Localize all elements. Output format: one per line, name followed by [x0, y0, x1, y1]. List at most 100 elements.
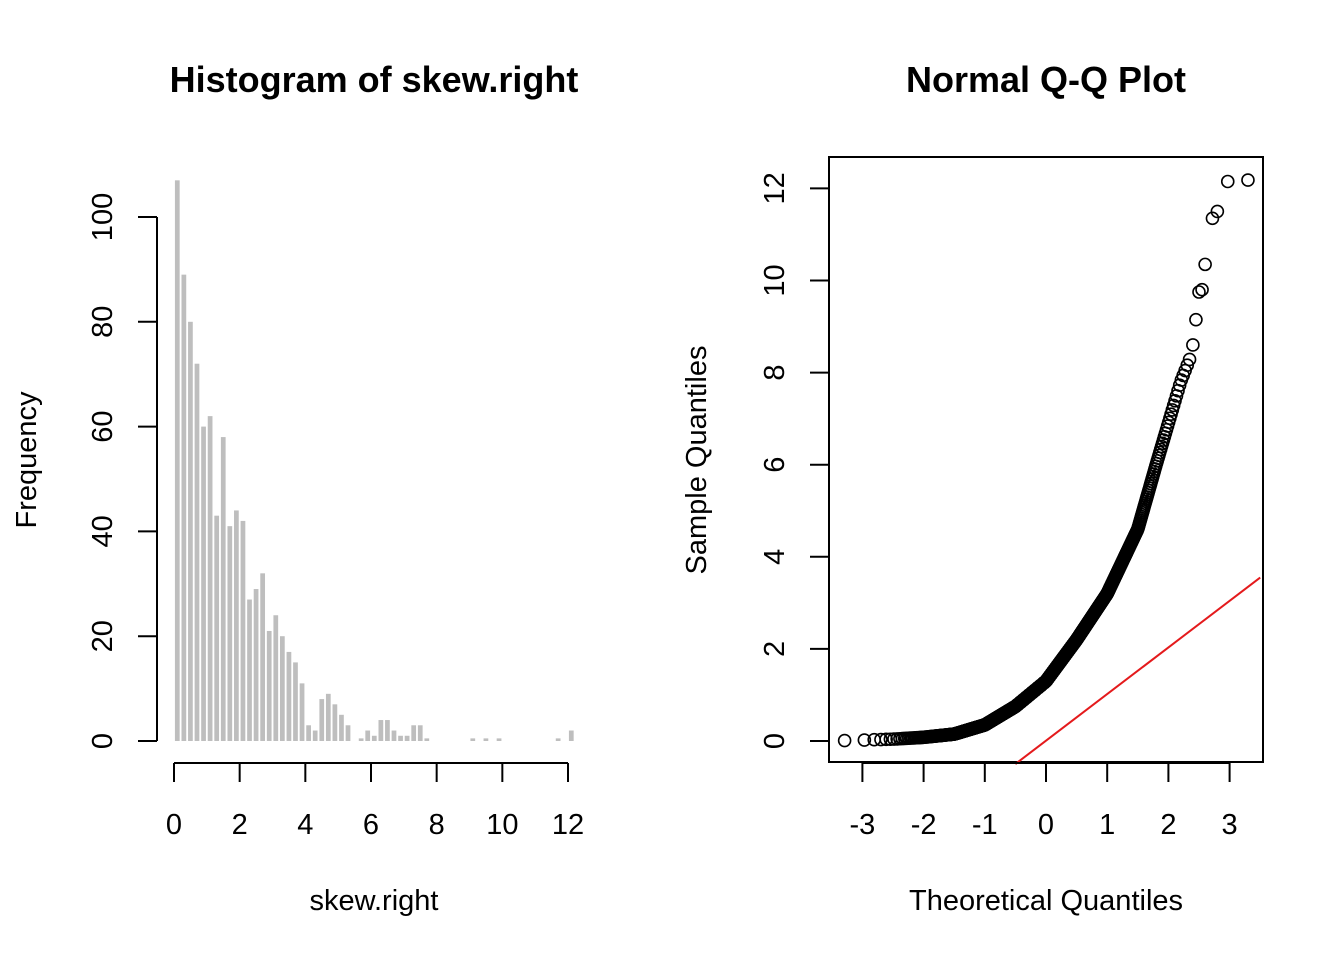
histogram-y-tick-label: 60: [87, 410, 119, 442]
qq-x-tick-label: -2: [911, 809, 937, 841]
histogram-y-tick-label: 0: [87, 733, 119, 749]
histogram-x-tick-label: 10: [486, 809, 518, 841]
qq-point: [1186, 338, 1200, 352]
qq-reference-line: [1014, 576, 1261, 765]
histogram-bar: [194, 363, 200, 741]
histogram-bar: [470, 738, 476, 741]
histogram-bar: [220, 437, 226, 741]
qq-x-tick-label: 0: [1038, 809, 1054, 841]
qq-point: [857, 733, 872, 747]
qq-point: [1182, 352, 1197, 367]
histogram-y-tick-label: 100: [87, 193, 119, 241]
histogram-bar: [483, 738, 489, 741]
histogram-bar: [286, 651, 292, 741]
histogram-x-tick-label: 6: [363, 809, 379, 841]
histogram-bar: [339, 714, 344, 741]
histogram-panel: Histogram of skew.right 0 2 4 6 8 10 12 0 20 40 6…: [11, 59, 584, 917]
histogram-bar: [260, 573, 266, 741]
histogram-bar: [365, 730, 371, 741]
qq-point: [879, 732, 893, 747]
qq-point: [1198, 257, 1212, 272]
histogram-bar: [398, 735, 403, 741]
qq-y-tick-label: 8: [759, 365, 791, 381]
histogram-title: Histogram of skew.right: [170, 59, 579, 100]
qq-point: [1180, 358, 1195, 373]
qq-point: [1210, 204, 1225, 219]
histogram-bar: [496, 738, 502, 741]
histogram-x-label: skew.right: [310, 885, 439, 917]
histogram-bar: [253, 589, 259, 741]
qq-x-label: Theoretical Quantiles: [909, 885, 1183, 917]
histogram-bar: [279, 636, 285, 741]
histogram-bar: [273, 615, 279, 741]
qq-y-tick-label: 4: [759, 549, 791, 565]
qq-y-axis: 0 2 4 6 8 10 12: [759, 172, 830, 749]
histogram-bar: [266, 630, 272, 741]
histogram-y-label: Frequency: [11, 391, 43, 529]
qq-point: [1195, 282, 1209, 297]
histogram-x-tick-label: 0: [166, 809, 182, 841]
qq-x-axis: -3 -2 -1 0 1 2 3: [850, 762, 1238, 841]
histogram-bar: [240, 520, 246, 741]
histogram-bar: [424, 738, 430, 741]
qq-y-tick-label: 0: [759, 733, 791, 749]
histogram-bar: [391, 730, 397, 741]
histogram-bar: [299, 683, 305, 741]
histogram-bar: [345, 725, 351, 741]
histogram-bar: [385, 720, 390, 741]
histogram-bar: [174, 180, 180, 741]
histogram-bar: [234, 510, 239, 741]
histogram-bar: [227, 526, 233, 741]
histogram-bar: [207, 416, 213, 741]
qq-point: [837, 733, 852, 748]
histogram-y-tick-label: 20: [87, 620, 119, 652]
histogram-bar: [411, 725, 417, 741]
qq-x-tick-label: -3: [850, 809, 876, 841]
qq-plot-title: Normal Q-Q Plot: [906, 59, 1186, 100]
histogram-y-tick-label: 80: [87, 306, 119, 338]
qq-point: [1205, 211, 1220, 226]
histogram-bars: [174, 180, 574, 741]
qq-point: [874, 732, 888, 747]
qq-x-tick-label: 3: [1222, 809, 1238, 841]
histogram-bar: [358, 738, 364, 741]
qq-y-tick-label: 12: [759, 172, 791, 204]
histogram-x-tick-label: 4: [297, 809, 313, 841]
qq-point: [1189, 312, 1203, 327]
qq-x-tick-label: 1: [1099, 809, 1115, 841]
qq-y-tick-label: 10: [759, 264, 791, 296]
histogram-bar: [332, 704, 338, 741]
histogram-bar: [371, 735, 377, 741]
histogram-bar: [306, 725, 311, 741]
histogram-bar: [555, 738, 561, 741]
qq-point: [1241, 173, 1255, 187]
histogram-x-tick-label: 12: [552, 809, 584, 841]
histogram-bar: [188, 321, 193, 741]
histogram-bar: [319, 699, 325, 741]
histogram-bar: [247, 599, 252, 741]
histogram-bar: [181, 274, 187, 741]
histogram-x-tick-label: 2: [232, 809, 248, 841]
histogram-bar: [293, 662, 298, 741]
qq-point: [1192, 285, 1206, 299]
histogram-bar: [214, 515, 220, 741]
histogram-x-tick-label: 8: [429, 809, 445, 841]
histogram-y-axis: 0 20 40 60 80 100: [87, 193, 158, 749]
qq-y-tick-label: 6: [759, 457, 791, 473]
qq-x-tick-label: 2: [1160, 809, 1176, 841]
histogram-bar: [201, 426, 206, 741]
qq-x-tick-label: -1: [972, 809, 998, 841]
histogram-bar: [404, 735, 410, 741]
histogram-bar: [325, 693, 331, 741]
histogram-bar: [568, 730, 574, 741]
histogram-bar: [417, 725, 423, 741]
qq-point: [1220, 174, 1235, 189]
qq-points: [837, 173, 1255, 748]
histogram-y-tick-label: 40: [87, 515, 119, 547]
histogram-bar: [378, 720, 384, 741]
histogram-x-axis: 0 2 4 6 8 10 12: [166, 762, 584, 841]
qq-y-label: Sample Quantiles: [681, 346, 713, 575]
